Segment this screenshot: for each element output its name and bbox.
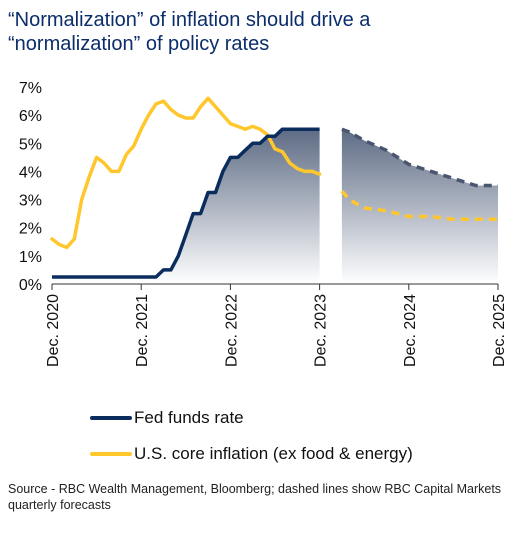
chart-title: “Normalization” of inflation should driv…	[8, 9, 371, 55]
legend-swatch-fed	[90, 416, 132, 420]
legend-label-inflation: U.S. core inflation (ex food & energy)	[134, 444, 413, 463]
legend: Fed funds rate U.S. core inflation (ex f…	[90, 400, 413, 472]
x-tick-label: Dec. 2022	[223, 294, 240, 367]
inflation-forecast-line	[340, 189, 498, 222]
legend-item-fed: Fed funds rate	[90, 400, 413, 436]
x-tick-label: Dec. 2021	[134, 294, 151, 367]
y-tick-label: 1%	[19, 249, 42, 266]
x-tick-label: Dec. 2025	[491, 294, 508, 367]
legend-swatch-inflation	[90, 452, 132, 456]
x-tick-label: Dec. 2023	[313, 294, 330, 367]
y-tick-label: 6%	[19, 108, 42, 125]
series-lines	[50, 96, 498, 279]
y-tick-label: 5%	[19, 136, 42, 153]
x-tick-label: Dec. 2020	[45, 294, 62, 367]
fed-funds-forecast-line	[341, 127, 498, 188]
legend-item-inflation: U.S. core inflation (ex food & energy)	[90, 436, 413, 472]
fed-area-fills	[52, 129, 498, 284]
y-tick-label: 3%	[19, 193, 42, 210]
y-tick-label: 2%	[19, 221, 42, 238]
fed-funds-line	[52, 127, 320, 279]
legend-label-fed: Fed funds rate	[134, 408, 244, 427]
chart-canvas: 0%1%2%3%4%5%6%7% Dec. 2020 Dec. 2021 Dec. …	[19, 80, 508, 367]
fed-funds-area	[52, 129, 320, 284]
x-axis-ticks: Dec. 2020 Dec. 2021 Dec. 2022 Dec. 2023 Dec.…	[45, 284, 508, 367]
y-tick-label: 4%	[19, 164, 42, 181]
source-note: Source - RBC Wealth Management, Bloomber…	[8, 482, 502, 512]
x-tick-label: Dec. 2024	[402, 294, 419, 367]
y-tick-label: 0%	[19, 277, 42, 294]
fed-funds-forecast-area	[341, 129, 498, 284]
y-tick-label: 7%	[19, 80, 42, 97]
y-axis-ticks: 0% 1% 2% 3% 4% 5% 6% 7%	[19, 80, 42, 294]
inflation-line	[50, 96, 322, 250]
